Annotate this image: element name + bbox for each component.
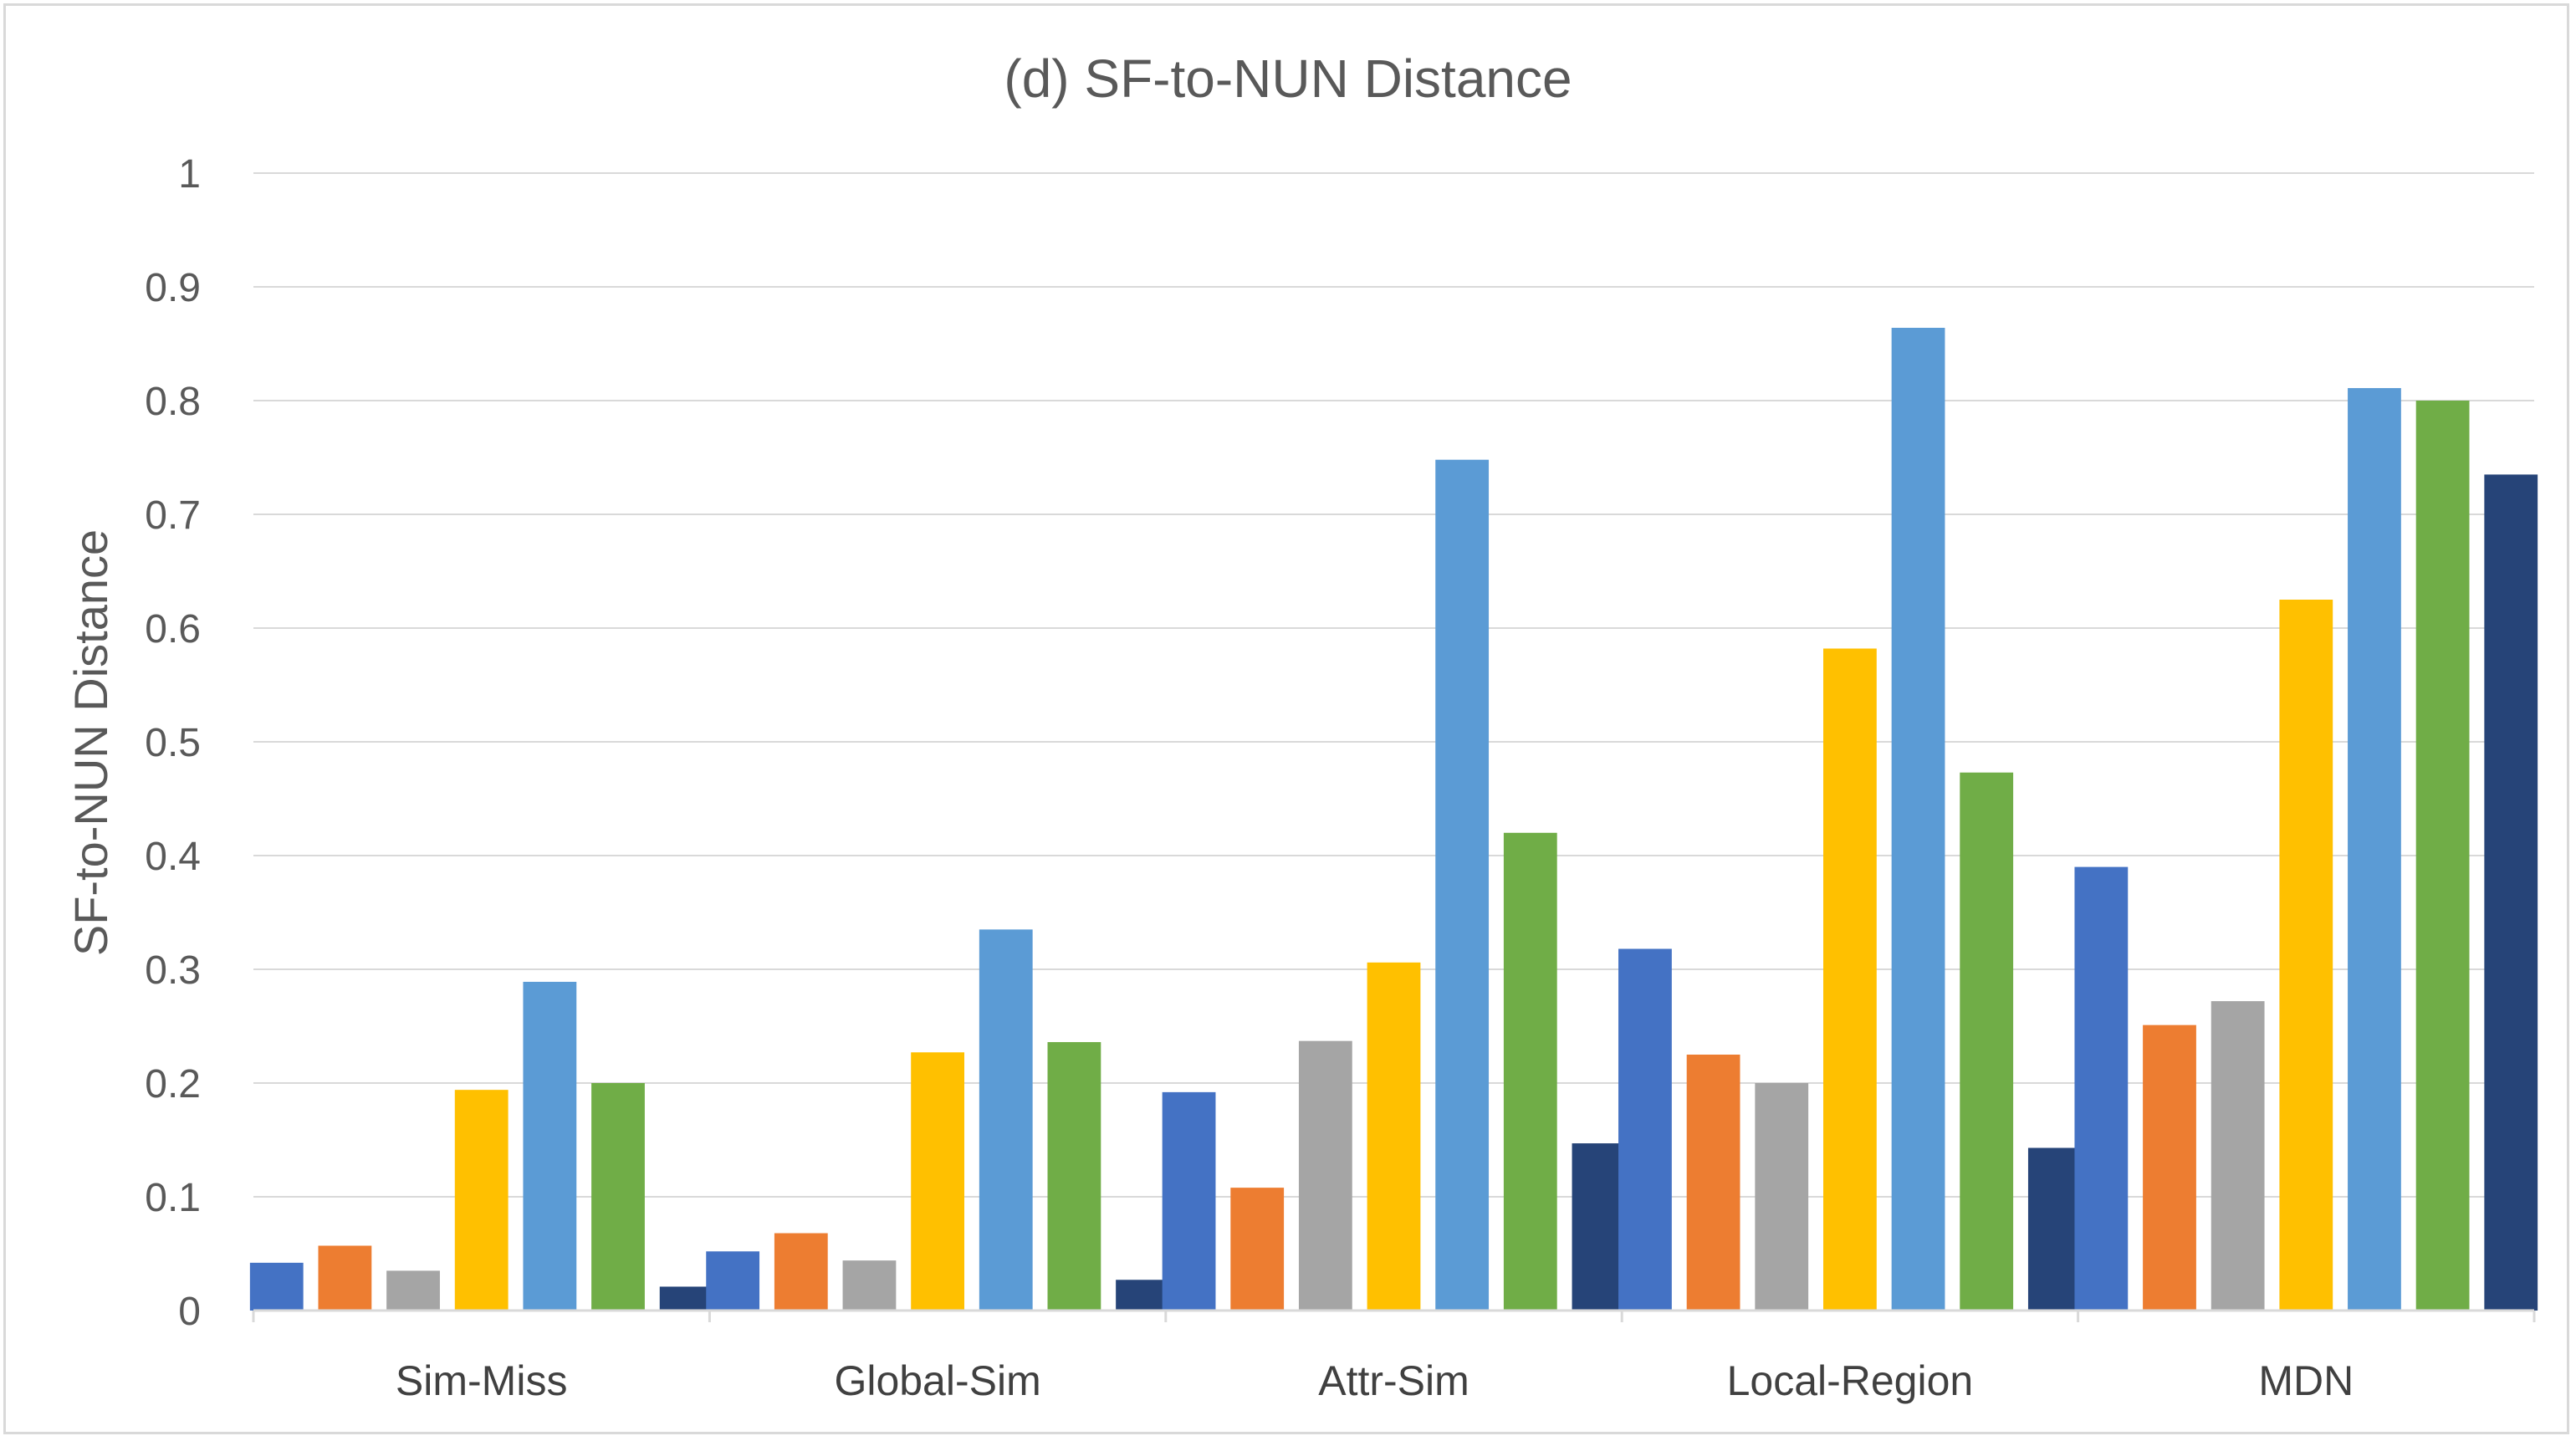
bar	[1162, 1091, 1216, 1311]
y-tick-label: 0.6	[145, 607, 201, 652]
bar	[2348, 388, 2401, 1311]
bar	[774, 1233, 828, 1311]
bar	[1230, 1188, 1285, 1311]
bar	[1367, 962, 1421, 1311]
y-tick-label: 1	[178, 152, 201, 197]
bar	[1298, 1040, 1352, 1311]
bar	[706, 1251, 760, 1311]
chart-title: (d) SF-to-NUN Distance	[1004, 49, 1572, 109]
x-category-label: Local-Region	[1727, 1357, 1974, 1404]
bar	[523, 981, 577, 1311]
y-tick-label: 0.2	[145, 1062, 201, 1106]
bar	[1572, 1143, 1626, 1311]
bar	[591, 1083, 645, 1311]
y-tick-label: 0.1	[145, 1176, 201, 1220]
y-tick-label: 0.7	[145, 493, 201, 538]
bar	[1755, 1083, 1809, 1311]
y-tick-label: 0.4	[145, 835, 201, 879]
bar	[1047, 1042, 1101, 1311]
bar	[1618, 948, 1672, 1311]
bar	[1435, 459, 1490, 1311]
bar	[659, 1286, 713, 1311]
bar	[249, 1262, 304, 1311]
x-axis-category-labels: Sim-Miss Global-Sim Attr-Sim Local-Region MD…	[396, 1357, 2354, 1404]
x-category-label: Sim-Miss	[396, 1357, 568, 1404]
bar	[1960, 772, 2014, 1311]
bar	[1823, 648, 1877, 1311]
bar	[2279, 600, 2333, 1311]
bar	[1891, 327, 1945, 1311]
x-category-label: Global-Sim	[834, 1357, 1040, 1404]
bar	[1503, 832, 1557, 1311]
bar	[1686, 1055, 1740, 1311]
bar	[979, 929, 1033, 1311]
x-axis	[252, 1309, 2536, 1322]
chart-frame	[3, 3, 2569, 1434]
bar	[2415, 401, 2470, 1311]
bar	[2027, 1147, 2082, 1311]
y-tick-label: 0.5	[145, 721, 201, 765]
bar	[2143, 1025, 2196, 1311]
bar	[454, 1090, 509, 1311]
bar	[386, 1270, 440, 1311]
bar	[2211, 1001, 2265, 1311]
bar	[911, 1052, 964, 1311]
y-tick-label: 0	[178, 1290, 201, 1334]
bars	[249, 327, 2538, 1311]
bar	[318, 1245, 372, 1311]
y-tick-label: 0.9	[145, 266, 201, 310]
y-tick-label: 0.8	[145, 380, 201, 424]
y-tick-label: 0.3	[145, 948, 201, 993]
bar	[2074, 866, 2129, 1311]
y-axis-label: SF-to-NUN Distance	[64, 529, 117, 956]
bar	[842, 1260, 897, 1311]
x-category-label: Attr-Sim	[1318, 1357, 1469, 1404]
x-category-label: MDN	[2258, 1357, 2354, 1404]
bar	[1116, 1280, 1169, 1311]
y-axis-ticks: 0 0.1 0.2 0.3 0.4 0.5 0.6 0.7 0.8 0.9 1	[145, 152, 201, 1334]
bar	[2484, 474, 2538, 1311]
